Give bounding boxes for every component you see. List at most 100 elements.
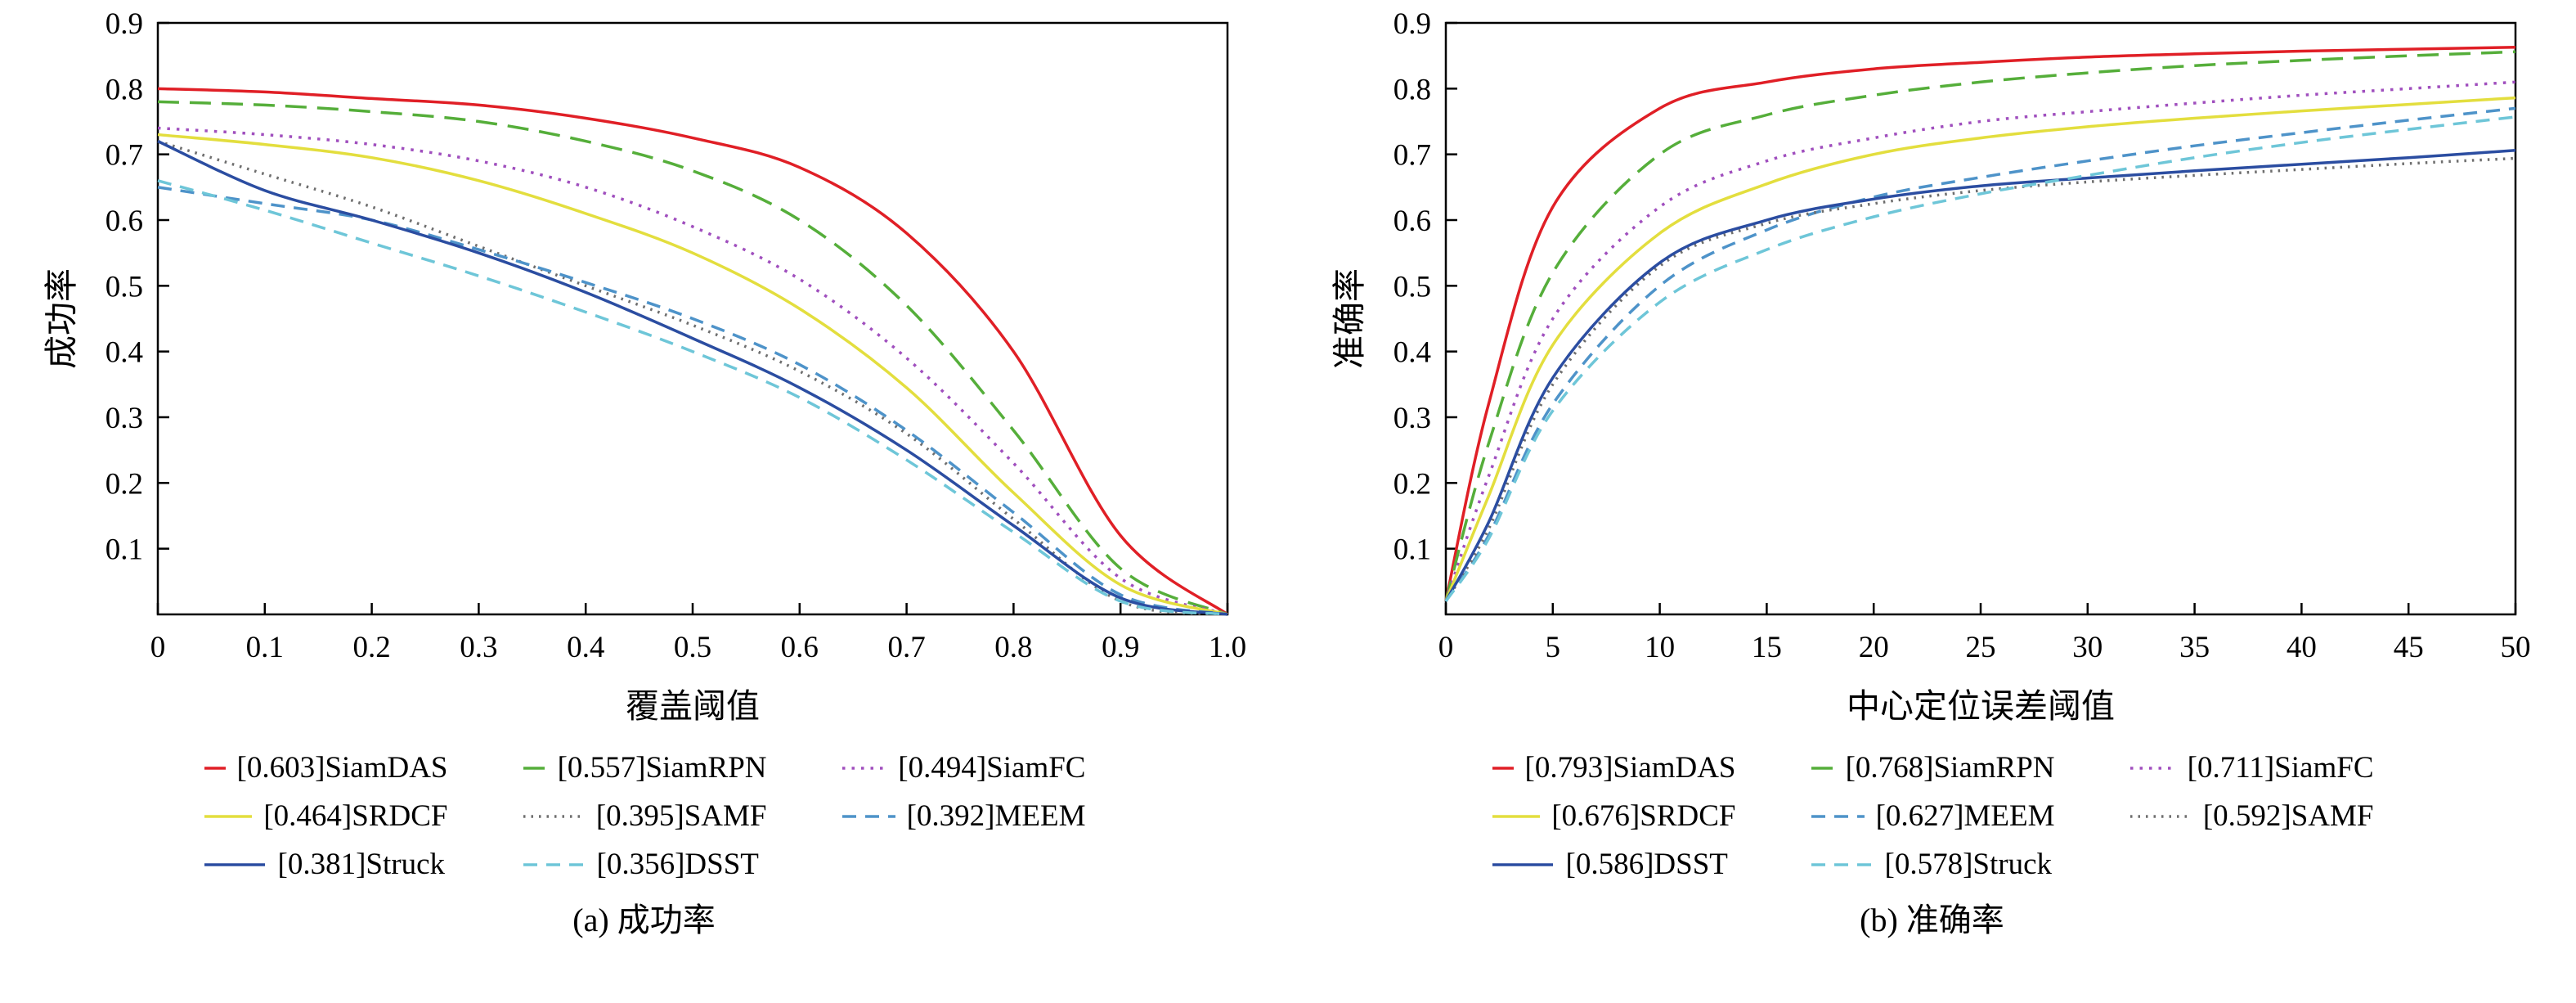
- legend-label: [0.557]SiamRPN: [557, 751, 767, 785]
- y-tick-label: 0.1: [105, 533, 142, 567]
- legend-line-sample: [1492, 862, 1553, 866]
- y-axis-label: 准确率: [1331, 268, 1368, 369]
- x-tick-label: 0.5: [673, 631, 711, 664]
- legend-item: [0.603]SiamDAS: [203, 750, 448, 785]
- precision-plot: 0 5 10 15 20 25 30 35 40 45 50 0.1 0.2 0.3 0.4 0.5 0.6 0.…: [1331, 7, 2531, 725]
- x-tick-label: 0: [150, 631, 165, 664]
- x-tick-label: 30: [2072, 631, 2103, 664]
- y-tick-label: 0.4: [105, 336, 142, 370]
- legend-line-sample: [841, 814, 895, 818]
- legend-label: [0.464]SRDCF: [263, 799, 448, 833]
- x-axis-label: 覆盖阈值: [626, 687, 760, 725]
- y-tick-label: 0.6: [105, 205, 142, 238]
- series-dsst: [1443, 149, 2515, 602]
- series-srdcf: [1443, 96, 2515, 602]
- legend-label: [0.768]SiamRPN: [1845, 751, 2055, 785]
- legend-item: [0.768]SiamRPN: [1810, 750, 2055, 785]
- success-caption: (a) 成功率: [572, 902, 716, 938]
- legend-label: [0.603]SiamDAS: [236, 751, 448, 785]
- precision-legend: [0.793]SiamDAS [0.768]SiamRPN [0.711]SiamF…: [1491, 750, 2374, 882]
- legend-label: [0.627]MEEM: [1875, 799, 2055, 833]
- x-tick-label: 40: [2286, 631, 2316, 664]
- legend-item: [0.578]Struck: [1810, 847, 2055, 882]
- legend-label: [0.392]MEEM: [906, 799, 1086, 833]
- legend-line-sample: [204, 862, 265, 866]
- x-tick-label: 0.1: [245, 631, 283, 664]
- x-tick-label: 5: [1545, 631, 1560, 664]
- legend-label: [0.676]SRDCF: [1551, 799, 1736, 833]
- legend-line-sample: [841, 766, 887, 770]
- series-samf: [156, 139, 1227, 616]
- x-axis-label: 中心定位误差阈值: [1847, 687, 2115, 725]
- x-tick-label: 1.0: [1208, 631, 1245, 664]
- y-tick-label: 0.1: [1393, 533, 1430, 567]
- legend-item: [0.793]SiamDAS: [1491, 750, 1736, 785]
- y-tick-label: 0.3: [1393, 402, 1430, 435]
- legend-item: [0.464]SRDCF: [203, 798, 448, 834]
- legend-label: [0.381]Struck: [277, 848, 446, 881]
- x-tick-label: 35: [2179, 631, 2210, 664]
- series-meem: [1444, 106, 2515, 602]
- y-tick-label: 0.3: [105, 402, 142, 435]
- legend-line-sample: [523, 766, 546, 770]
- y-tick-label: 0.7: [105, 139, 142, 173]
- x-tick-label: 45: [2393, 631, 2423, 664]
- legend-label: [0.356]DSST: [596, 848, 759, 881]
- legend-line-sample: [1492, 814, 1541, 818]
- x-tick-label: 20: [1858, 631, 1888, 664]
- x-tick-label: 50: [2500, 631, 2530, 664]
- legend-item: [0.392]MEEM: [841, 798, 1086, 834]
- legend-line-sample: [523, 862, 584, 866]
- y-tick-label: 0.7: [1393, 139, 1430, 173]
- x-tick-label: 0.2: [352, 631, 390, 664]
- legend-label: [0.793]SiamDAS: [1524, 751, 1736, 785]
- legend-label: [0.711]SiamFC: [2187, 751, 2374, 785]
- legend-item: [0.356]DSST: [522, 847, 767, 882]
- success-panel: 0 0.1 0.2 0.3 0.4 0.5 0.6 0.7 0.8 0.9 1.0 0.1 0.2 0.3…: [43, 7, 1246, 938]
- legend-line-sample: [523, 814, 584, 818]
- series-siamfc: [157, 126, 1228, 616]
- legend-item: [0.381]Struck: [203, 847, 448, 882]
- legend-label: [0.592]SAMF: [2202, 799, 2374, 833]
- legend-label: [0.578]Struck: [1884, 848, 2053, 881]
- legend-line-sample: [1811, 766, 1834, 770]
- y-tick-label: 0.5: [1393, 270, 1430, 304]
- x-tick-label: 0.4: [567, 631, 604, 664]
- series-struck: [156, 140, 1227, 616]
- series-struck: [1444, 115, 2515, 602]
- legend-item: [0.592]SAMF: [2129, 798, 2374, 834]
- y-tick-label: 0.9: [1393, 7, 1430, 41]
- legend-item: [0.676]SRDCF: [1491, 798, 1736, 834]
- legend-line-sample: [2129, 766, 2176, 770]
- y-tick-label: 0.2: [105, 467, 142, 501]
- legend-line-sample: [1811, 814, 1865, 818]
- y-tick-label: 0.8: [1393, 73, 1430, 106]
- legend-label: [0.586]DSST: [1565, 848, 1728, 881]
- y-tick-label: 0.9: [105, 7, 142, 41]
- x-tick-label: 0.7: [887, 631, 925, 664]
- series-samf: [1443, 156, 2515, 602]
- legend-item: [0.627]MEEM: [1810, 798, 2055, 834]
- legend-line-sample: [1811, 862, 1872, 866]
- legend-label: [0.494]SiamFC: [898, 751, 1086, 785]
- series-siamfc: [1443, 80, 2515, 602]
- x-tick-label: 15: [1751, 631, 1781, 664]
- x-tick-label: 0: [1438, 631, 1453, 664]
- plot-frame: [1444, 21, 2516, 616]
- legend-label: [0.395]SAMF: [595, 799, 767, 833]
- legend-item: [0.557]SiamRPN: [522, 750, 767, 785]
- series-siamdas: [1443, 45, 2515, 602]
- legend-line-sample: [2129, 814, 2191, 818]
- legend-item: [0.494]SiamFC: [841, 750, 1086, 785]
- legend-item: [0.711]SiamFC: [2129, 750, 2374, 785]
- y-tick-label: 0.5: [105, 270, 142, 304]
- precision-panel: 0 5 10 15 20 25 30 35 40 45 50 0.1 0.2 0.3 0.4 0.5 0.6 0.…: [1288, 0, 2576, 1003]
- x-tick-label: 25: [1965, 631, 1995, 664]
- series-dsst: [157, 179, 1227, 616]
- series-siamrpn: [1443, 50, 2515, 602]
- y-tick-label: 0.2: [1393, 467, 1430, 501]
- legend-line-sample: [1492, 766, 1514, 770]
- x-tick-label: 0.3: [460, 631, 497, 664]
- y-axis-label: 成功率: [43, 268, 80, 369]
